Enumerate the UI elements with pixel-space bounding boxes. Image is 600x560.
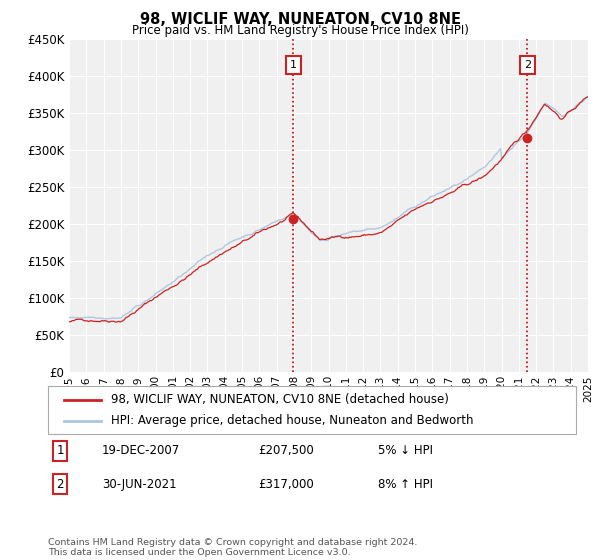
Text: 19-DEC-2007: 19-DEC-2007	[102, 444, 180, 458]
Text: 1: 1	[56, 444, 64, 458]
Text: 98, WICLIF WAY, NUNEATON, CV10 8NE: 98, WICLIF WAY, NUNEATON, CV10 8NE	[139, 12, 461, 27]
Text: 30-JUN-2021: 30-JUN-2021	[102, 478, 176, 491]
Text: 1: 1	[290, 60, 297, 70]
Text: HPI: Average price, detached house, Nuneaton and Bedworth: HPI: Average price, detached house, Nune…	[112, 414, 474, 427]
Text: 2: 2	[56, 478, 64, 491]
Text: £317,000: £317,000	[258, 478, 314, 491]
Text: Price paid vs. HM Land Registry's House Price Index (HPI): Price paid vs. HM Land Registry's House …	[131, 24, 469, 37]
Text: 8% ↑ HPI: 8% ↑ HPI	[378, 478, 433, 491]
Text: 5% ↓ HPI: 5% ↓ HPI	[378, 444, 433, 458]
Text: Contains HM Land Registry data © Crown copyright and database right 2024.
This d: Contains HM Land Registry data © Crown c…	[48, 538, 418, 557]
Text: 2: 2	[524, 60, 531, 70]
Text: 98, WICLIF WAY, NUNEATON, CV10 8NE (detached house): 98, WICLIF WAY, NUNEATON, CV10 8NE (deta…	[112, 393, 449, 406]
FancyBboxPatch shape	[48, 386, 576, 434]
Text: £207,500: £207,500	[258, 444, 314, 458]
